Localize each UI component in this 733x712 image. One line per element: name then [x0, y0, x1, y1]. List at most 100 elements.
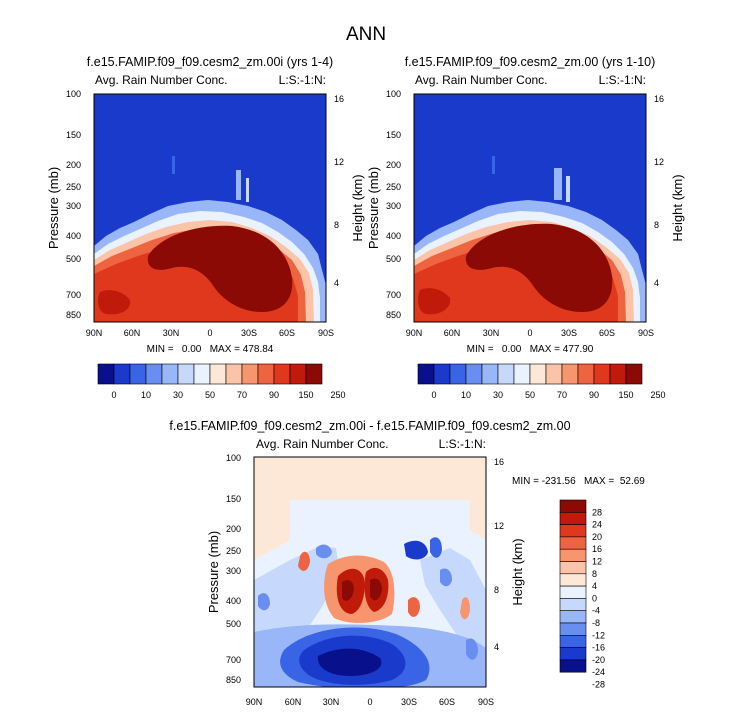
colorbar-label: -28	[592, 680, 605, 690]
heatmap-field	[94, 94, 326, 322]
panel-subtitle-right: L:S:-1:N:	[439, 437, 486, 451]
svg-text:4: 4	[494, 642, 499, 652]
svg-text:30S: 30S	[241, 328, 257, 338]
colorbar-label: 90	[269, 390, 279, 400]
y-axis-label: Pressure (mb)	[366, 167, 381, 249]
colorbar-swatch	[559, 634, 587, 648]
colorbar-swatch	[577, 363, 595, 385]
svg-text:200: 200	[226, 524, 241, 534]
colorbar-swatch	[417, 363, 435, 385]
min-max-stats: MIN = -231.56 MAX = 52.69	[512, 476, 645, 487]
panel-title: f.e15.FAMIP.f09_f09.cesm2_zm.00 (yrs 1-1…	[405, 55, 656, 69]
colorbar-swatch	[593, 363, 611, 385]
colorbar-swatch	[559, 598, 587, 612]
colorbar-label: 12	[592, 557, 602, 567]
svg-text:700: 700	[226, 655, 241, 665]
svg-text:30N: 30N	[483, 328, 500, 338]
colorbar-top-left: 0 10 30 50 70 90 150 250	[97, 363, 346, 400]
svg-text:0: 0	[367, 697, 372, 707]
svg-text:12: 12	[654, 157, 664, 167]
colorbar-swatch	[559, 573, 587, 587]
colorbar-swatch	[449, 363, 467, 385]
colorbar-label: 20	[592, 532, 602, 542]
svg-text:0: 0	[527, 328, 532, 338]
panel-subtitle-right: L:S:-1:N:	[279, 73, 326, 87]
svg-text:250: 250	[226, 546, 241, 556]
svg-text:250: 250	[66, 182, 81, 192]
svg-text:500: 500	[226, 619, 241, 629]
svg-text:90N: 90N	[246, 697, 263, 707]
colorbar-label: 8	[592, 569, 597, 579]
svg-text:30S: 30S	[561, 328, 577, 338]
panel-top-right: f.e15.FAMIP.f09_f09.cesm2_zm.00 (yrs 1-1…	[366, 55, 685, 355]
heatmap-field	[414, 94, 646, 322]
svg-text:200: 200	[386, 160, 401, 170]
y-ticks: 100 150 200 250 300 400 500 700 850	[386, 89, 401, 320]
svg-text:16: 16	[494, 457, 504, 467]
colorbar-label: 250	[330, 390, 345, 400]
colorbar-swatch	[225, 363, 243, 385]
panel-subtitle-left: Avg. Rain Number Conc.	[95, 73, 228, 87]
svg-text:90N: 90N	[86, 328, 103, 338]
colorbar-label: 50	[205, 390, 215, 400]
colorbar-swatch	[129, 363, 147, 385]
colorbar-label: -24	[592, 667, 605, 677]
colorbar-swatch	[289, 363, 307, 385]
colorbar-top-right: 0 10 30 50 70 90 150 250	[417, 363, 666, 400]
colorbar-label: 16	[592, 544, 602, 554]
svg-text:400: 400	[66, 231, 81, 241]
svg-text:700: 700	[66, 290, 81, 300]
colorbar-label: 0	[592, 593, 597, 603]
panel-subtitle-left: Avg. Rain Number Conc.	[256, 437, 389, 451]
colorbar-label: 150	[298, 390, 313, 400]
colorbar-swatch	[177, 363, 195, 385]
colorbar-label: -20	[592, 655, 605, 665]
colorbar-swatch	[433, 363, 451, 385]
svg-text:500: 500	[386, 254, 401, 264]
colorbar-label: 70	[237, 390, 247, 400]
svg-text:16: 16	[334, 94, 344, 104]
colorbar-label: 50	[525, 390, 535, 400]
colorbar-swatch	[161, 363, 179, 385]
svg-text:8: 8	[334, 220, 339, 230]
colorbar-label: 10	[461, 390, 471, 400]
plot-frame	[413, 93, 647, 323]
svg-text:90S: 90S	[478, 697, 494, 707]
svg-text:250: 250	[386, 182, 401, 192]
panel-top-left: f.e15.FAMIP.f09_f09.cesm2_zm.00i (yrs 1-…	[46, 55, 365, 355]
svg-text:300: 300	[386, 201, 401, 211]
svg-text:400: 400	[226, 596, 241, 606]
colorbar-swatch	[561, 363, 579, 385]
svg-text:60N: 60N	[444, 328, 461, 338]
colorbar-label: -12	[592, 630, 605, 640]
panel-subtitle-right: L:S:-1:N:	[599, 73, 646, 87]
colorbar-swatch	[625, 363, 643, 385]
y2-ticks: 16 12 8 4	[334, 94, 344, 288]
y2-ticks: 16 12 8 4	[494, 457, 504, 652]
y-ticks: 100 150 200 250 300 400 500 700 850	[226, 453, 241, 685]
svg-text:700: 700	[386, 290, 401, 300]
colorbar-swatch	[609, 363, 627, 385]
colorbar-swatch	[145, 363, 163, 385]
y2-axis-label: Height (km)	[670, 174, 685, 241]
colorbar-label: 0	[111, 390, 116, 400]
colorbar-swatch	[559, 622, 587, 636]
svg-text:12: 12	[494, 521, 504, 531]
svg-text:16: 16	[654, 94, 664, 104]
svg-text:500: 500	[66, 254, 81, 264]
y-axis-label: Pressure (mb)	[46, 167, 61, 249]
svg-text:60S: 60S	[439, 697, 455, 707]
colorbar-label: 30	[173, 390, 183, 400]
colorbar-swatch	[193, 363, 211, 385]
svg-text:400: 400	[386, 231, 401, 241]
colorbar-swatch	[97, 363, 115, 385]
y-axis-label: Pressure (mb)	[206, 531, 221, 613]
colorbar-label: -4	[592, 606, 600, 616]
colorbar-swatch	[559, 610, 587, 624]
colorbar-swatch	[273, 363, 291, 385]
colorbar-swatch	[559, 499, 587, 513]
colorbar-label: 10	[141, 390, 151, 400]
svg-text:150: 150	[386, 130, 401, 140]
colorbar-label: -16	[592, 643, 605, 653]
svg-text:100: 100	[386, 89, 401, 99]
